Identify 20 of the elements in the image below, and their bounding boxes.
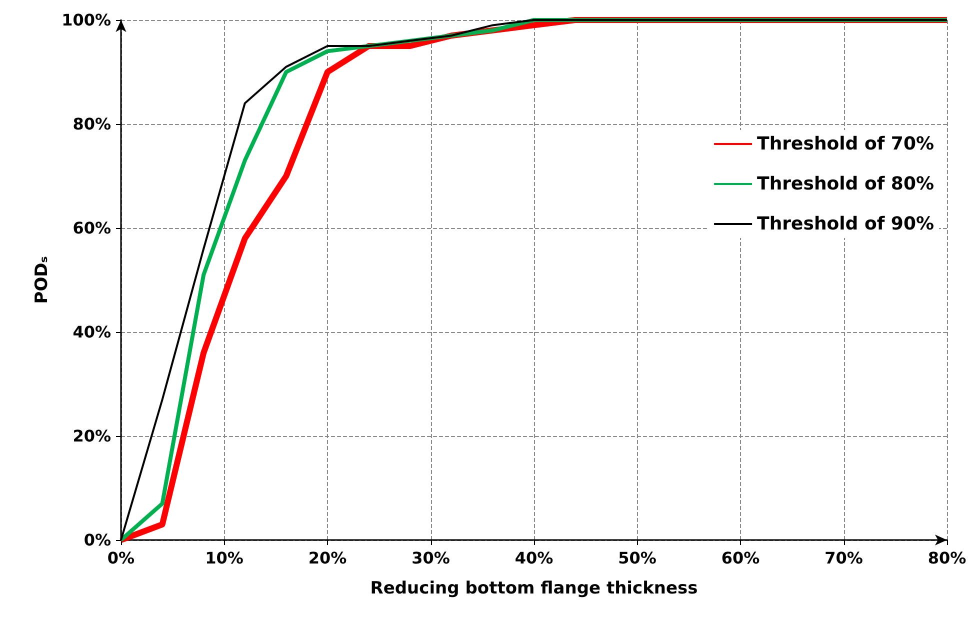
y-tick-label: 80%	[72, 114, 111, 134]
x-tick-label: 0%	[107, 548, 135, 568]
x-axis-title: Reducing bottom flange thickness	[370, 578, 698, 598]
x-tick-label: 50%	[618, 548, 656, 568]
y-tick-label: 100%	[62, 10, 111, 30]
y-axis-title: PODₛ	[32, 256, 52, 304]
x-tick-label: 70%	[824, 548, 863, 568]
x-tick-label: 30%	[412, 548, 450, 568]
y-tick-label: 20%	[72, 426, 111, 446]
legend-label: Threshold of 70%	[757, 134, 934, 154]
legend-label: Threshold of 80%	[757, 174, 934, 194]
x-tick-label: 60%	[721, 548, 760, 568]
x-tick-label: 80%	[928, 548, 966, 568]
y-tick-label: 40%	[72, 322, 111, 342]
y-tick-label: 60%	[72, 218, 111, 238]
y-tick-label: 0%	[84, 530, 111, 550]
x-tick-label: 10%	[205, 548, 244, 568]
x-tick-label: 40%	[514, 548, 554, 568]
x-tick-label: 20%	[308, 548, 347, 568]
legend-label: Threshold of 90%	[757, 214, 934, 234]
